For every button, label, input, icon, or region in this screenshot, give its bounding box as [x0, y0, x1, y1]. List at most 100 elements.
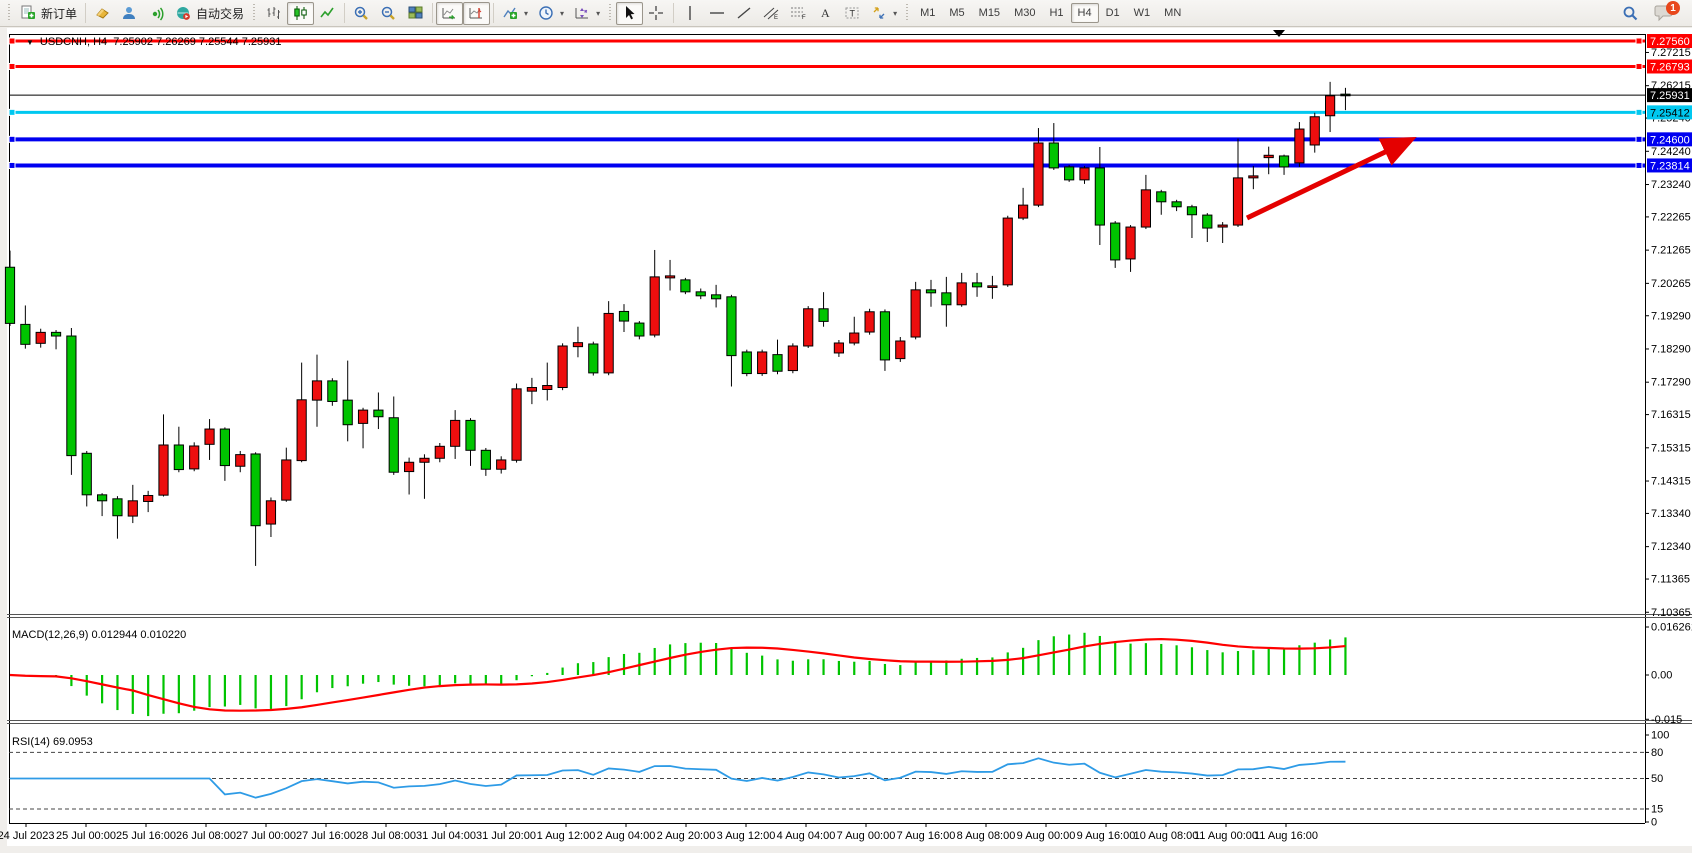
line-chart-button[interactable]	[314, 2, 341, 25]
community-button[interactable]	[116, 2, 143, 25]
text-icon: A	[817, 5, 834, 21]
horizontal-line-button[interactable]	[704, 2, 731, 25]
toolbar-separator	[673, 3, 675, 23]
svg-text:A: A	[821, 6, 830, 20]
search-button[interactable]	[1617, 2, 1644, 25]
notification-badge: 1	[1666, 1, 1680, 15]
timeframe-M30-label: M30	[1014, 7, 1036, 19]
rsi-indicator-label: RSI(14) 69.0953	[12, 736, 93, 748]
svg-text:7.12340: 7.12340	[1651, 541, 1691, 553]
fibonacci-icon: F	[790, 5, 807, 21]
toolbar-separator	[344, 3, 346, 23]
svg-text:7.11365: 7.11365	[1651, 574, 1690, 586]
timeframe-M15-label: M15	[978, 7, 1001, 19]
depth-of-market-button[interactable]	[89, 2, 116, 25]
svg-text:0.00: 0.00	[1651, 670, 1672, 682]
trendline-button[interactable]	[731, 2, 758, 25]
timeframe-D1-button[interactable]: D1	[1099, 3, 1127, 23]
vertical-line-button[interactable]	[677, 2, 704, 25]
cursor-icon	[621, 5, 638, 21]
crosshair-button[interactable]	[643, 2, 670, 25]
candlestick-chart-button[interactable]	[287, 1, 315, 25]
auto-trading-button[interactable]: 自动交易	[170, 2, 249, 25]
auto-scroll-icon	[441, 5, 458, 21]
svg-text:100: 100	[1651, 730, 1669, 742]
svg-text:10 Aug 08:00: 10 Aug 08:00	[1134, 830, 1199, 842]
svg-text:31 Jul 20:00: 31 Jul 20:00	[476, 830, 536, 842]
svg-text:25 Jul 00:00: 25 Jul 00:00	[56, 830, 116, 842]
svg-text:26 Jul 08:00: 26 Jul 08:00	[176, 830, 236, 842]
channel-icon: E	[763, 5, 780, 21]
svg-text:2 Aug 20:00: 2 Aug 20:00	[657, 830, 716, 842]
cursor-button[interactable]	[616, 1, 644, 25]
line-chart-icon	[319, 5, 336, 21]
tile-windows-button[interactable]	[402, 2, 429, 25]
svg-text:7.25931: 7.25931	[1650, 90, 1690, 102]
svg-text:7.21265: 7.21265	[1651, 245, 1691, 257]
timeframe-M15-button[interactable]: M15	[972, 3, 1007, 23]
macd-signal-line	[9, 637, 1346, 712]
toolbar-separator	[493, 3, 495, 23]
annotation-arrow[interactable]	[1245, 136, 1417, 221]
svg-text:7.27560: 7.27560	[1650, 36, 1690, 48]
gold-box-icon	[94, 5, 111, 21]
svg-text:9 Aug 16:00: 9 Aug 16:00	[1077, 830, 1136, 842]
equidistant-channel-button[interactable]: E	[758, 2, 785, 25]
chart-shift-marker[interactable]	[1273, 30, 1285, 37]
arrows-icon	[871, 5, 888, 21]
svg-text:E: E	[774, 15, 778, 21]
svg-text:7.25412: 7.25412	[1650, 107, 1690, 119]
zoom-out-button[interactable]	[375, 2, 402, 25]
svg-text:7.22265: 7.22265	[1651, 211, 1691, 223]
periods-button[interactable]: ▾	[533, 2, 569, 25]
timeframe-M1-label: M1	[920, 7, 936, 19]
indicators-button[interactable]: ▾	[497, 2, 533, 25]
timeframe-M5-label: M5	[949, 7, 965, 19]
timeframe-M1-button[interactable]: M1	[913, 3, 942, 23]
svg-text:11 Aug 16:00: 11 Aug 16:00	[1254, 830, 1318, 842]
svg-text:-0.015: -0.015	[1651, 714, 1682, 726]
timeframe-H4-button[interactable]: H4	[1070, 3, 1099, 23]
svg-text:31 Jul 04:00: 31 Jul 04:00	[416, 830, 476, 842]
zoom-out-icon	[380, 5, 397, 21]
new-order-button[interactable]: 新订单	[15, 2, 82, 25]
timeframe-W1-button[interactable]: W1	[1127, 3, 1158, 23]
search-icon	[1622, 5, 1639, 21]
candle-chart-icon	[292, 5, 309, 21]
timeframe-H1-button[interactable]: H1	[1042, 3, 1070, 23]
chevron-down-icon[interactable]: ▼	[26, 37, 34, 47]
text-label-button[interactable]: T	[839, 2, 866, 25]
signals-button[interactable]	[143, 2, 170, 25]
chart-shift-icon	[468, 5, 485, 21]
horizontal-lines[interactable]: 7.27560 7.26793 7.25412 7.24600 7.23814	[8, 34, 1692, 173]
chart-shift-button[interactable]	[463, 1, 491, 25]
toolbar-grip	[905, 4, 911, 22]
chevron-down-icon: ▾	[560, 8, 565, 18]
templates-button[interactable]: ▾	[569, 2, 605, 25]
svg-text:7.13340: 7.13340	[1651, 508, 1691, 520]
fibonacci-button[interactable]: F	[785, 2, 812, 25]
chevron-down-icon: ▾	[524, 8, 529, 18]
svg-text:7 Aug 16:00: 7 Aug 16:00	[897, 830, 956, 842]
text-button[interactable]: A	[812, 2, 839, 25]
panel-splitters[interactable]	[7, 614, 1692, 724]
bar-chart-button[interactable]	[260, 2, 287, 25]
svg-text:27 Jul 00:00: 27 Jul 00:00	[236, 830, 296, 842]
auto-scroll-button[interactable]	[436, 1, 464, 25]
macd-indicator-label: MACD(12,26,9) 0.012944 0.010220	[12, 629, 187, 641]
trendline-icon	[736, 5, 753, 21]
arrows-button[interactable]: ▾	[866, 2, 902, 25]
zoom-in-button[interactable]	[348, 2, 375, 25]
svg-text:4 Aug 04:00: 4 Aug 04:00	[777, 830, 836, 842]
chart-canvas[interactable]: 7.272157.262157.252407.242407.232407.222…	[0, 28, 1692, 846]
timeframe-D1-label: D1	[1105, 7, 1120, 19]
chart-title: ▼ USDCNH, H4 7.25902 7.26269 7.25544 7.2…	[26, 36, 281, 48]
timeframe-MN-button[interactable]: MN	[1157, 3, 1188, 23]
svg-text:24 Jul 2023: 24 Jul 2023	[0, 830, 54, 842]
svg-text:0: 0	[1651, 817, 1657, 829]
timeframe-M30-button[interactable]: M30	[1007, 3, 1042, 23]
toolbar-grip	[608, 4, 614, 22]
timeframe-M5-button[interactable]: M5	[942, 3, 971, 23]
chat-button[interactable]: 1	[1654, 1, 1680, 24]
svg-text:7.19290: 7.19290	[1651, 310, 1691, 322]
